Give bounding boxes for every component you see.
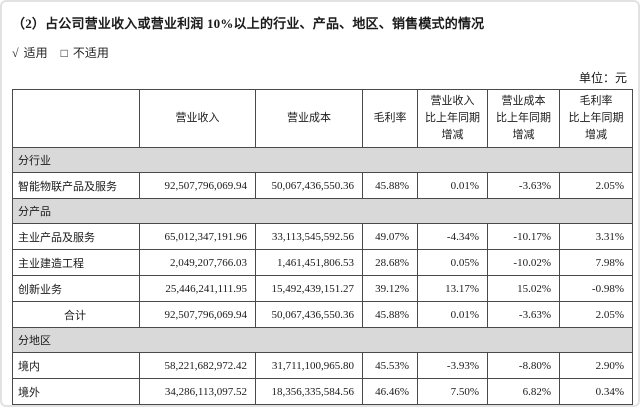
row-label-header bbox=[12, 89, 140, 148]
value-cell: 0.01% bbox=[417, 172, 488, 199]
value-cell: 6.82% bbox=[487, 378, 560, 405]
value-cell: 39.12% bbox=[362, 275, 418, 302]
section-label: 分产品 bbox=[12, 198, 633, 224]
value-cell: -0.98% bbox=[559, 275, 633, 302]
row-label: 境外 bbox=[12, 378, 140, 405]
value-cell: 0.34% bbox=[559, 378, 633, 405]
section-row: 分产品 bbox=[12, 198, 633, 224]
applicable-label: 适用 bbox=[23, 46, 48, 60]
table-header-row: 营业收入 营业成本 毛利率 营业收入 比上年同期 增减 营业成本 比上年同期 增减 毛利率… bbox=[12, 89, 633, 148]
value-cell: -3.63% bbox=[487, 172, 560, 199]
value-cell: 2.05% bbox=[559, 301, 633, 328]
value-cell: -3.93% bbox=[417, 352, 488, 379]
value-cell: 33,113,545,592.56 bbox=[255, 223, 363, 250]
applicability-line: √ 适用 □ 不适用 bbox=[12, 44, 628, 61]
row-label: 合计 bbox=[12, 301, 140, 328]
table-row: 境内 58,221,682,972.42 31,711,100,965.80 45.5… bbox=[12, 352, 633, 379]
row-label: 智能物联产品及服务 bbox=[12, 172, 140, 199]
value-cell: 58,221,682,972.42 bbox=[139, 352, 256, 379]
value-cell: 92,507,796,069.94 bbox=[139, 172, 256, 199]
section-row: 分地区 bbox=[12, 327, 633, 353]
empty-checkbox-icon: □ bbox=[60, 46, 68, 60]
table-row: 主业产品及服务 65,012,347,191.96 33,113,545,592.5… bbox=[12, 223, 633, 250]
section-label: 分地区 bbox=[12, 327, 633, 353]
unit-label: 单位：元 bbox=[578, 71, 627, 85]
value-cell: 2.05% bbox=[559, 172, 633, 199]
value-cell: 7.50% bbox=[417, 378, 488, 405]
section-label: 分行业 bbox=[12, 147, 633, 173]
column-header: 营业收入 bbox=[139, 89, 256, 148]
value-cell: 45.88% bbox=[362, 301, 418, 328]
value-cell: 50,067,436,550.36 bbox=[255, 301, 363, 328]
column-header: 营业收入 比上年同期 增减 bbox=[417, 89, 488, 148]
not-applicable-label: 不适用 bbox=[72, 46, 109, 60]
value-cell: 49.07% bbox=[362, 223, 418, 250]
column-header: 毛利率 bbox=[362, 89, 418, 148]
value-cell: -4.34% bbox=[417, 223, 488, 250]
value-cell: 0.01% bbox=[417, 301, 488, 328]
value-cell: 65,012,347,191.96 bbox=[139, 223, 256, 250]
checkmark-icon: √ bbox=[12, 46, 19, 60]
column-header: 毛利率 比上年同期 增减 bbox=[559, 89, 633, 148]
value-cell: 15.02% bbox=[487, 275, 560, 302]
value-cell: 15,492,439,151.27 bbox=[255, 275, 363, 302]
value-cell: 2,049,207,766.03 bbox=[139, 249, 256, 276]
value-cell: 46.46% bbox=[362, 378, 418, 405]
row-label: 主业建造工程 bbox=[12, 249, 140, 276]
row-label: 境内 bbox=[12, 352, 140, 379]
section-title: （2）占公司营业收入或营业利润 10%以上的行业、产品、地区、销售模式的情况 bbox=[12, 16, 485, 31]
value-cell: 0.05% bbox=[417, 249, 488, 276]
row-label: 主业产品及服务 bbox=[12, 223, 140, 250]
value-cell: 34,286,113,097.52 bbox=[139, 378, 256, 405]
value-cell: 18,356,335,584.56 bbox=[255, 378, 363, 405]
table-row: 境外 34,286,113,097.52 18,356,335,584.56 46.4… bbox=[12, 378, 633, 405]
column-header: 营业成本 bbox=[255, 89, 363, 148]
row-label: 创新业务 bbox=[12, 275, 140, 302]
value-cell: 50,067,436,550.36 bbox=[255, 172, 363, 199]
value-cell: 25,446,241,111.95 bbox=[139, 275, 256, 302]
value-cell: -10.02% bbox=[487, 249, 560, 276]
column-header: 营业成本 比上年同期 增减 bbox=[487, 89, 560, 148]
value-cell: 2.90% bbox=[559, 352, 633, 379]
value-cell: 45.53% bbox=[362, 352, 418, 379]
value-cell: 3.31% bbox=[559, 223, 633, 250]
value-cell: 31,711,100,965.80 bbox=[255, 352, 363, 379]
value-cell: 28.68% bbox=[362, 249, 418, 276]
value-cell: 7.98% bbox=[559, 249, 633, 276]
table-row: 智能物联产品及服务 92,507,796,069.94 50,067,436,550… bbox=[12, 172, 633, 199]
value-cell: -3.63% bbox=[487, 301, 560, 328]
table-row: 主业建造工程 2,049,207,766.03 1,461,451,806.53 28… bbox=[12, 249, 633, 276]
value-cell: 45.88% bbox=[362, 172, 418, 199]
value-cell: -8.80% bbox=[487, 352, 560, 379]
table-row: 合计 92,507,796,069.94 50,067,436,550.36 45.8… bbox=[12, 301, 633, 328]
value-cell: 92,507,796,069.94 bbox=[139, 301, 256, 328]
value-cell: -10.17% bbox=[487, 223, 560, 250]
value-cell: 1,461,451,806.53 bbox=[255, 249, 363, 276]
financial-table: 营业收入 营业成本 毛利率 营业收入 比上年同期 增减 营业成本 比上年同期 增减 毛利率… bbox=[12, 89, 633, 405]
section-row: 分行业 bbox=[12, 147, 633, 173]
value-cell: 13.17% bbox=[417, 275, 488, 302]
table-row: 创新业务 25,446,241,111.95 15,492,439,151.27 39… bbox=[12, 275, 633, 302]
